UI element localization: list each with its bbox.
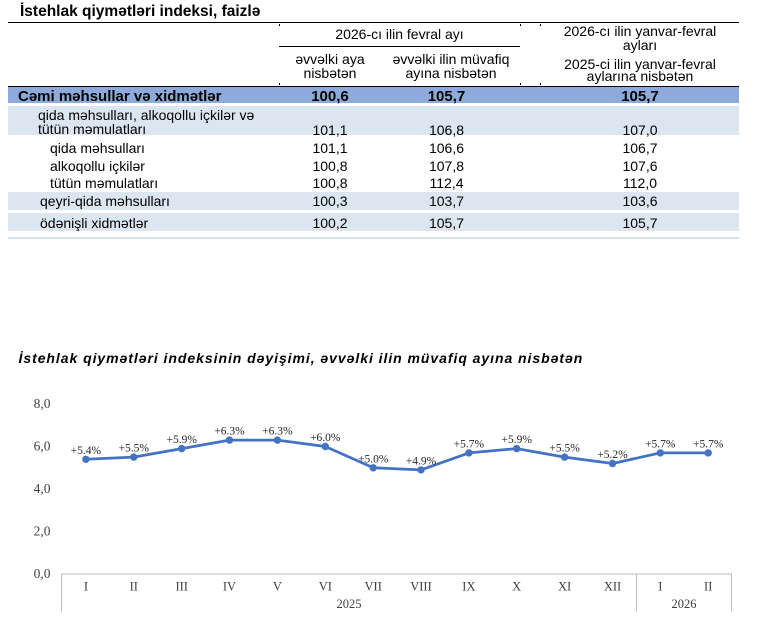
svg-text:+5.7%: +5.7%	[454, 438, 485, 450]
svg-text:VI: VI	[319, 580, 332, 594]
svg-text:2026: 2026	[672, 597, 697, 611]
svg-text:+5.0%: +5.0%	[358, 453, 389, 465]
svg-text:I: I	[84, 580, 88, 594]
svg-text:VII: VII	[365, 580, 382, 594]
svg-text:4,0: 4,0	[34, 481, 51, 496]
svg-text:+5.7%: +5.7%	[693, 438, 724, 450]
svg-text:+5.4%: +5.4%	[71, 445, 102, 457]
svg-text:X: X	[512, 580, 521, 594]
svg-text:+5.7%: +5.7%	[645, 438, 676, 450]
svg-text:+5.5%: +5.5%	[119, 443, 150, 455]
svg-text:+5.2%: +5.2%	[597, 449, 628, 461]
svg-text:IV: IV	[223, 580, 236, 594]
svg-text:+6.3%: +6.3%	[262, 426, 293, 438]
svg-text:+6.0%: +6.0%	[310, 432, 341, 444]
svg-text:+5.5%: +5.5%	[549, 443, 580, 455]
svg-text:II: II	[704, 580, 712, 594]
svg-text:XI: XI	[558, 580, 571, 594]
svg-text:IX: IX	[462, 580, 475, 594]
svg-text:+5.9%: +5.9%	[501, 434, 532, 446]
svg-text:V: V	[273, 580, 282, 594]
svg-text:III: III	[175, 580, 188, 594]
svg-text:6,0: 6,0	[34, 439, 51, 454]
svg-text:II: II	[130, 580, 138, 594]
svg-text:+4.9%: +4.9%	[406, 455, 437, 467]
svg-text:8,0: 8,0	[34, 396, 51, 411]
svg-text:0,0: 0,0	[34, 566, 51, 581]
svg-text:2,0: 2,0	[34, 524, 51, 539]
svg-text:+6.3%: +6.3%	[214, 426, 245, 438]
svg-text:+5.9%: +5.9%	[166, 434, 197, 446]
svg-text:XII: XII	[604, 580, 621, 594]
svg-text:I: I	[658, 580, 662, 594]
svg-text:VIII: VIII	[410, 580, 432, 594]
svg-text:2025: 2025	[337, 597, 362, 611]
